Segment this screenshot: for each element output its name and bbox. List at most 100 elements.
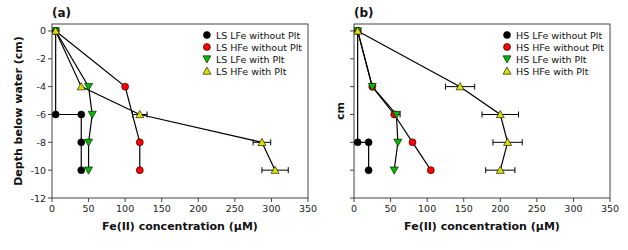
data-point	[354, 28, 362, 35]
error-bar	[253, 139, 271, 145]
data-area	[354, 27, 522, 174]
data-point	[88, 111, 96, 118]
legend-label: LS LFe without Plt	[216, 30, 301, 41]
legend-marker	[504, 44, 511, 51]
y-tick-label: -6	[37, 109, 46, 120]
data-point	[354, 139, 361, 146]
data-point	[392, 111, 400, 118]
series-line	[56, 31, 93, 170]
y-tick	[350, 170, 354, 171]
x-tick	[573, 198, 574, 202]
x-tick-label: 250	[226, 203, 244, 214]
error-bar	[486, 167, 515, 173]
data-point	[85, 83, 93, 90]
legend-label: LS HFe with Plt	[216, 66, 287, 77]
x-tick	[271, 198, 272, 202]
data-point	[354, 27, 361, 34]
y-axis-label: Depth below water (cm)	[12, 36, 25, 186]
data-point	[136, 110, 144, 117]
x-tick-label: 350	[299, 203, 317, 214]
data-point	[78, 111, 85, 118]
data-point	[368, 83, 376, 90]
y-tick	[48, 58, 52, 59]
legend-marker	[203, 44, 210, 51]
x-tick-label: 50	[385, 203, 397, 214]
data-point	[369, 83, 376, 90]
x-tick-label: 100	[418, 203, 436, 214]
legend-marker	[203, 67, 211, 74]
x-tick-label: 150	[153, 203, 171, 214]
data-point	[504, 138, 512, 145]
data-point	[78, 167, 85, 174]
legend-label: HS LFe with Plt	[516, 54, 587, 65]
plot-frame	[354, 24, 610, 198]
x-tick	[88, 198, 89, 202]
x-tick	[427, 198, 428, 202]
data-point	[354, 27, 361, 34]
data-point	[496, 110, 504, 117]
error-bar	[262, 167, 288, 173]
y-tick	[350, 86, 354, 87]
y-tick	[350, 114, 354, 115]
data-point	[77, 83, 85, 90]
y-tick-label: -12	[30, 193, 46, 204]
x-tick	[536, 198, 537, 202]
x-tick	[198, 198, 199, 202]
x-tick-label: 350	[601, 203, 619, 214]
x-tick-label: 150	[455, 203, 473, 214]
data-point	[52, 27, 59, 34]
y-tick-label: 0	[40, 25, 46, 36]
legend-label: HS LFe without Plt	[516, 30, 602, 41]
x-tick	[463, 198, 464, 202]
x-tick	[161, 198, 162, 202]
data-point	[409, 139, 416, 146]
data-point	[52, 27, 59, 34]
panel: 0501001502002503003500-2-4-6-8-10-12Fe(I…	[12, 6, 317, 233]
data-point	[365, 167, 372, 174]
x-tick	[500, 198, 501, 202]
y-tick	[48, 86, 52, 87]
x-tick	[354, 198, 355, 202]
data-point	[271, 166, 279, 173]
y-tick	[350, 198, 354, 199]
series-line	[358, 31, 508, 170]
y-axis-label: cm	[334, 102, 347, 120]
x-tick-label: 300	[262, 203, 280, 214]
data-point	[85, 139, 93, 146]
x-tick-label: 250	[528, 203, 546, 214]
error-bar	[493, 139, 522, 145]
y-tick-label: -2	[37, 53, 46, 64]
y-tick	[48, 142, 52, 143]
series-line	[358, 31, 431, 170]
chart: 0501001502002503003500-2-4-6-8-10-12Fe(I…	[0, 0, 628, 250]
y-tick-label: -4	[37, 81, 46, 92]
data-point	[390, 167, 398, 174]
legend-label: LS HFe without Plt	[216, 42, 302, 53]
y-tick	[48, 198, 52, 199]
legend-label: LS LFe with Plt	[216, 54, 285, 65]
legend-label: HS HFe without Plt	[516, 42, 604, 53]
x-axis-label: Fe(II) concentration (μM)	[404, 220, 560, 233]
y-tick-label: -8	[37, 137, 46, 148]
data-point	[354, 27, 362, 34]
legend-label: HS HFe with Plt	[516, 66, 589, 77]
panel-label: (a)	[52, 6, 71, 20]
legend-marker	[504, 32, 511, 39]
x-tick-label: 0	[351, 203, 357, 214]
data-point	[394, 139, 402, 146]
x-tick	[308, 198, 309, 202]
legend: LS LFe without PltLS HFe without PltLS L…	[203, 30, 302, 77]
x-tick-label: 200	[189, 203, 207, 214]
series-line	[358, 31, 398, 170]
x-tick-label: 200	[491, 203, 509, 214]
legend-marker	[503, 56, 511, 63]
x-tick-label: 50	[83, 203, 95, 214]
legend-marker	[203, 32, 210, 39]
series-line	[56, 31, 140, 170]
error-bar	[132, 111, 147, 117]
data-point	[496, 166, 504, 173]
x-tick	[234, 198, 235, 202]
y-tick	[350, 142, 354, 143]
x-tick	[52, 198, 53, 202]
x-tick	[125, 198, 126, 202]
